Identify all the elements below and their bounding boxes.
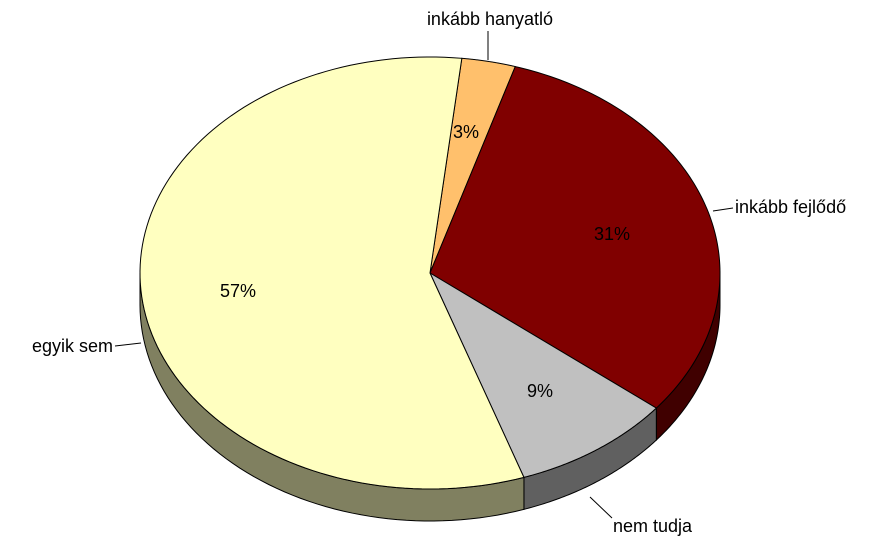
pie-slice xyxy=(429,65,721,409)
category-label: egyik sem xyxy=(32,336,113,356)
leader-line xyxy=(114,342,142,347)
value-label: 31% xyxy=(594,224,630,244)
pie-slice xyxy=(428,271,658,478)
category-label: nem tudja xyxy=(613,516,693,536)
category-label: inkább fejlődő xyxy=(735,197,846,217)
leader-line xyxy=(712,207,734,212)
leader-line xyxy=(589,496,613,519)
value-label: 57% xyxy=(220,281,256,301)
value-label: 3% xyxy=(453,122,479,142)
category-label: inkább hanyatló xyxy=(427,9,553,29)
value-label: 9% xyxy=(527,381,553,401)
pie-slice xyxy=(139,56,525,490)
pie-slice xyxy=(429,57,516,274)
